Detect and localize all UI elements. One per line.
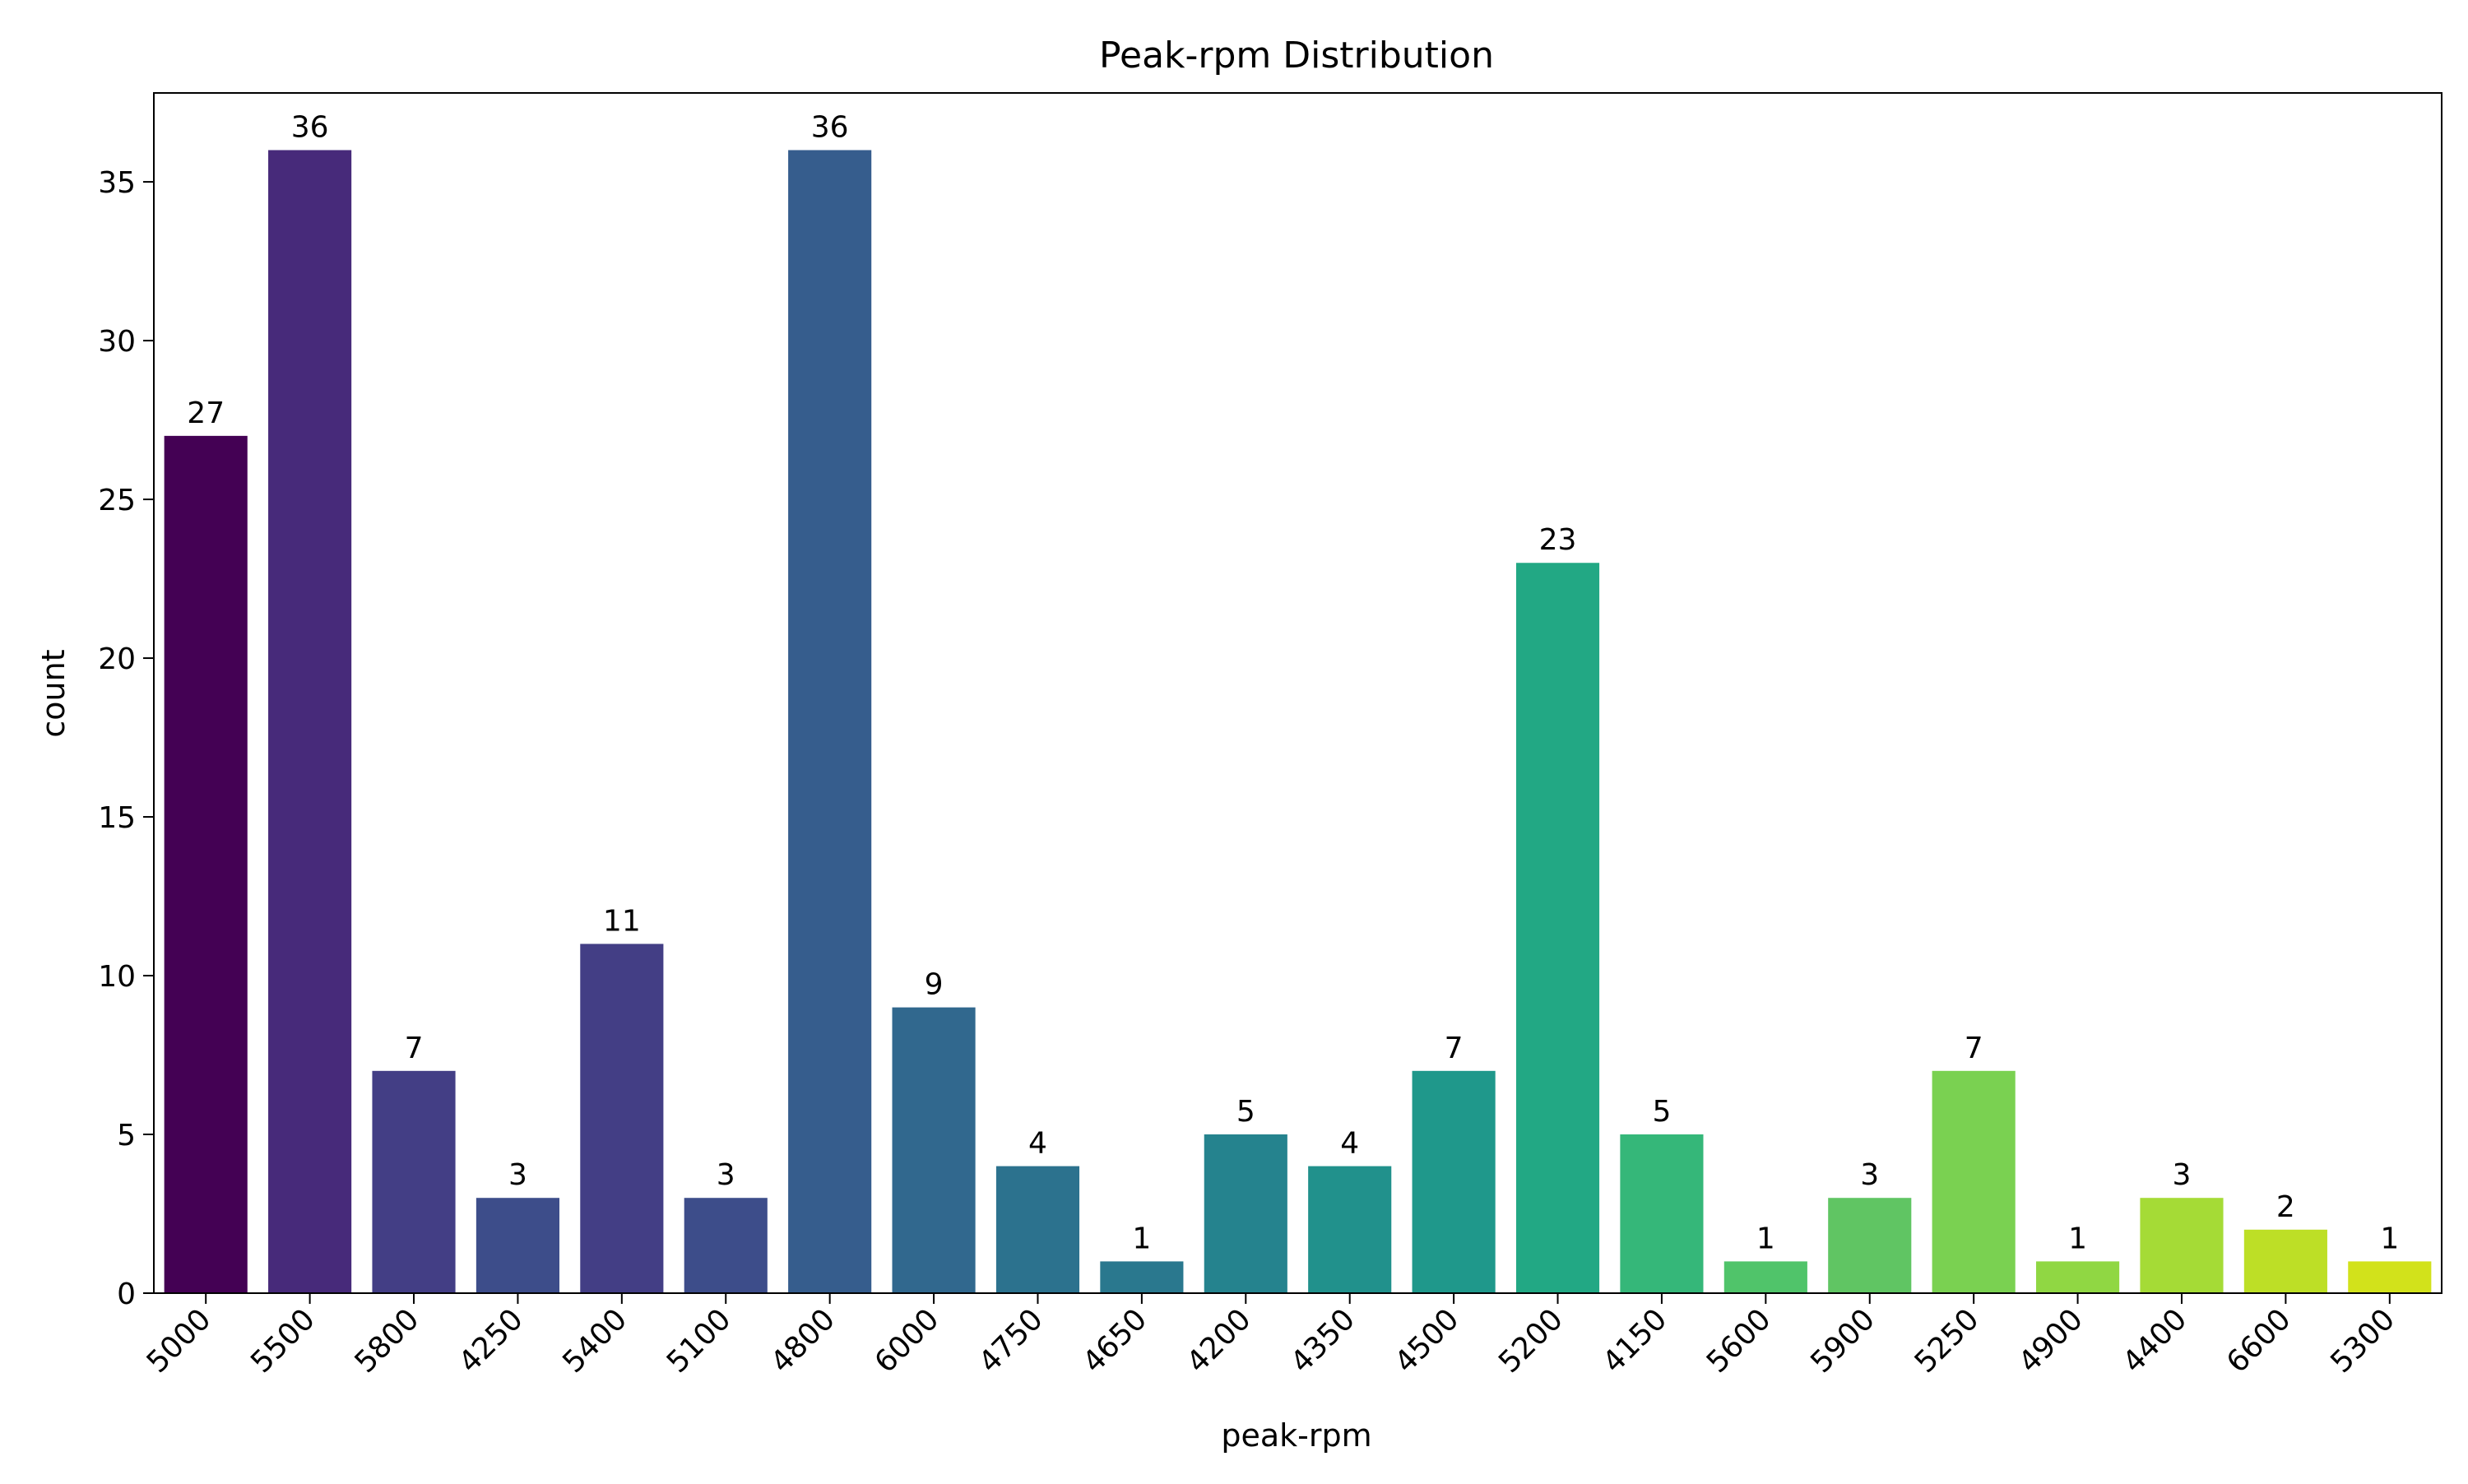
y-axis-title: count bbox=[35, 649, 72, 737]
bar-5300 bbox=[2348, 1261, 2432, 1293]
x-tick-label: 6000 bbox=[869, 1302, 946, 1380]
x-tick-label: 4150 bbox=[1597, 1302, 1674, 1380]
x-tick-label: 4900 bbox=[2012, 1302, 2090, 1380]
data-label-4750: 4 bbox=[1028, 1127, 1047, 1161]
data-label-6600: 2 bbox=[2276, 1190, 2295, 1224]
x-tick-label: 4250 bbox=[452, 1302, 530, 1380]
data-label-4650: 1 bbox=[1132, 1222, 1151, 1255]
y-tick-label: 20 bbox=[98, 642, 136, 676]
bar-5250 bbox=[1932, 1070, 2016, 1293]
bar-5600 bbox=[1723, 1261, 1807, 1293]
data-label-5400: 11 bbox=[603, 904, 641, 938]
x-axis-title: peak-rpm bbox=[1221, 1417, 1371, 1454]
bar-4400 bbox=[2140, 1198, 2224, 1293]
x-tick-label: 6600 bbox=[2220, 1302, 2298, 1380]
bar-4250 bbox=[476, 1198, 559, 1293]
x-tick-label: 5900 bbox=[1804, 1302, 1881, 1380]
x-tick-label: 4200 bbox=[1181, 1302, 1258, 1380]
x-tick-label: 5600 bbox=[1700, 1302, 1778, 1380]
plot-frame bbox=[153, 92, 2442, 1294]
data-label-5300: 1 bbox=[2380, 1222, 2399, 1255]
data-label-4150: 5 bbox=[1652, 1095, 1671, 1129]
bars-layer bbox=[164, 150, 2432, 1293]
bar-4750 bbox=[995, 1166, 1080, 1293]
bar-5900 bbox=[1828, 1198, 1912, 1293]
data-label-4350: 4 bbox=[1340, 1127, 1359, 1161]
bar-4150 bbox=[1620, 1134, 1704, 1293]
bar-5500 bbox=[268, 150, 352, 1293]
data-label-5900: 3 bbox=[1860, 1158, 1879, 1192]
chart-title: Peak-rpm Distribution bbox=[1099, 35, 1494, 77]
bar-6600 bbox=[2243, 1229, 2327, 1293]
y-tick-label: 0 bbox=[117, 1278, 136, 1311]
bar-5000 bbox=[164, 435, 248, 1293]
x-tick-label: 5200 bbox=[1492, 1302, 1570, 1380]
data-label-5600: 1 bbox=[1756, 1222, 1775, 1255]
bar-4800 bbox=[788, 150, 872, 1293]
data-label-4800: 36 bbox=[811, 110, 849, 144]
x-tick-label: 4650 bbox=[1076, 1302, 1153, 1380]
y-tick-label: 15 bbox=[98, 801, 136, 835]
data-label-4400: 3 bbox=[2173, 1158, 2192, 1192]
bar-5100 bbox=[684, 1198, 768, 1293]
data-label-5000: 27 bbox=[187, 397, 225, 430]
bar-4900 bbox=[2036, 1261, 2120, 1293]
bar-5800 bbox=[372, 1070, 456, 1293]
bar-4500 bbox=[1412, 1070, 1496, 1293]
bar-4650 bbox=[1100, 1261, 1184, 1293]
bar-4350 bbox=[1308, 1166, 1392, 1293]
x-tick-label: 4800 bbox=[764, 1302, 842, 1380]
x-tick-label: 5800 bbox=[349, 1302, 426, 1380]
y-tick-label: 5 bbox=[117, 1119, 136, 1152]
data-label-4200: 5 bbox=[1236, 1095, 1255, 1129]
y-tick-label: 25 bbox=[98, 484, 136, 517]
data-label-5800: 7 bbox=[405, 1032, 424, 1065]
x-tick-label: 5400 bbox=[556, 1302, 633, 1380]
x-tick-label: 4350 bbox=[1284, 1302, 1362, 1380]
x-tick-label: 5100 bbox=[661, 1302, 738, 1380]
data-label-5500: 36 bbox=[291, 110, 329, 144]
x-tick-label: 4750 bbox=[972, 1302, 1050, 1380]
x-tick-label: 5000 bbox=[141, 1302, 218, 1380]
bar-5400 bbox=[580, 944, 664, 1293]
data-label-4500: 7 bbox=[1445, 1032, 1464, 1065]
data-label-5250: 7 bbox=[1965, 1032, 1983, 1065]
y-tick-label: 35 bbox=[98, 166, 136, 200]
data-label-4900: 1 bbox=[2068, 1222, 2087, 1255]
bar-5200 bbox=[1515, 563, 1600, 1293]
data-label-5100: 3 bbox=[717, 1158, 735, 1192]
bar-6000 bbox=[892, 1007, 976, 1293]
x-tick-label: 4400 bbox=[2117, 1302, 2194, 1380]
x-tick-label: 5300 bbox=[2324, 1302, 2401, 1380]
data-label-5200: 23 bbox=[1539, 523, 1577, 557]
x-tick-label: 4500 bbox=[1389, 1302, 1466, 1380]
x-tick-label: 5500 bbox=[244, 1302, 322, 1380]
y-tick-label: 10 bbox=[98, 960, 136, 994]
bar-4200 bbox=[1204, 1134, 1287, 1293]
y-tick-label: 30 bbox=[98, 325, 136, 359]
x-tick-label: 5250 bbox=[1909, 1302, 1986, 1380]
data-label-4250: 3 bbox=[508, 1158, 527, 1192]
data-label-6000: 9 bbox=[925, 968, 944, 1002]
